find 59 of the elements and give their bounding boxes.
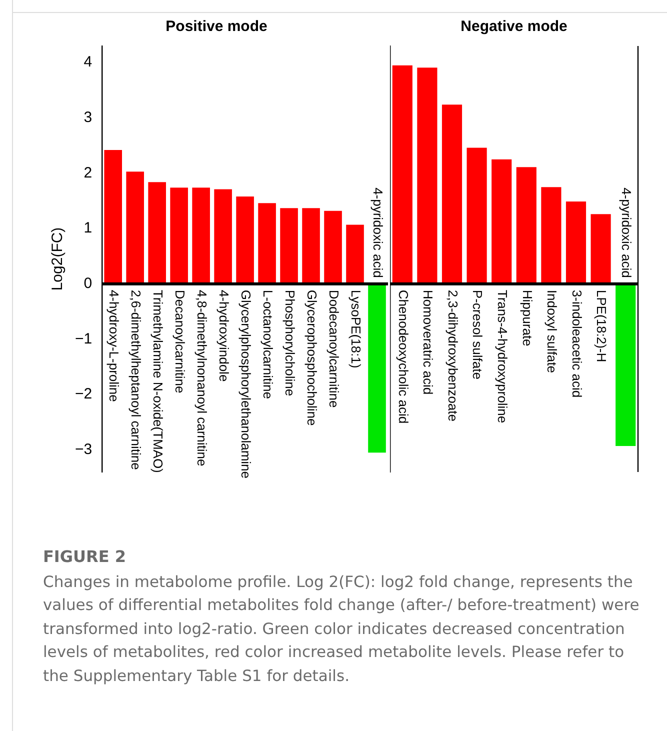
bar [170,188,188,284]
x-tick-label: Chenodeoxycholic acid [396,290,411,424]
bar [492,159,512,284]
x-tick-label: 4,8-dimethylnonanoyl carnitine [194,290,210,466]
bar [590,214,611,284]
bar [346,224,364,284]
y-tick-label: 1 [84,220,92,237]
bar [192,188,210,284]
x-tick-label: 3-indoleacetic acid [569,290,584,398]
x-tick-label: 4-hydroxyindole [216,290,232,382]
x-tick-label: 4-pyridoxic acid [619,188,634,278]
x-tick-label: Glycerophosphocholine [304,290,320,426]
bar [417,68,438,284]
x-tick-label: 4-pyridoxic acid [370,188,386,278]
y-tick-label: 0 [84,275,92,292]
x-tick-label: LPE(18:2)-H [594,290,610,362]
bar [280,208,298,284]
chart-title: Positive mode [166,18,268,36]
y-tick-label: −2 [74,386,92,403]
bar [566,201,586,284]
x-tick-label: Dodecanoylcarnitine [326,290,342,408]
bar [324,210,342,284]
bar [148,182,166,284]
y-tick-label: 3 [84,109,92,126]
x-tick-label: L-octanoylcarnitine [260,290,276,400]
bar [616,284,636,446]
x-tick-label: 4-hydroxy-L-proline [106,290,122,402]
x-tick-label: Indoxyl sulfate [544,290,560,374]
bar [302,208,320,284]
x-tick-label: 2,6-dimethylheptanoyl carnitine [128,290,144,470]
x-tick-label: Glycerylphosphorylethanolamine [238,290,254,479]
x-tick-label: LysoPE(18:1) [348,290,364,368]
bar [442,104,462,284]
x-tick-label: Hippurate [520,290,535,346]
caption: FIGURE 2 [43,546,127,568]
x-tick-label: Homoveratric acid [420,290,436,395]
x-tick-label: Decanoylcarnitine [172,290,188,394]
bar [466,148,487,284]
x-tick-label: Trimethylamine N-oxide(TMAO) [150,290,166,473]
bar [214,189,232,284]
bar [236,196,254,284]
y-tick-label: 4 [84,54,92,71]
y-axis-title: Log2(FC) [49,227,66,291]
x-tick-label: Phosphorylcholine [282,290,298,396]
bar [541,187,562,284]
text: Changes in metabolome profile. Log 2(FC): log2 fold change, represents the values of differential metabolites fold change (after-/ before-treatment) were transformed into log2-ratio. Green color indicates decreased concentration levels of metabolites, red color increased metabolite levels. Please refer to the Supplementary Table S1 for details. [43,572,640,686]
y-tick-label: −3 [74,441,92,458]
x-tick-label: 2,3-dihydroxybenzoate [445,290,460,422]
bar [104,150,122,284]
bar [516,167,536,284]
bar [258,203,276,284]
y-tick-label: 2 [84,164,92,182]
x-tick-label: Trans-4-hydroxyproline [495,290,510,424]
bar [368,284,386,453]
x-tick-label: P-cresol sulfate [470,290,486,380]
chart-title: Negative mode [460,18,568,36]
y-tick-label: −1 [74,330,92,348]
bar [126,172,144,284]
bar [392,65,412,284]
